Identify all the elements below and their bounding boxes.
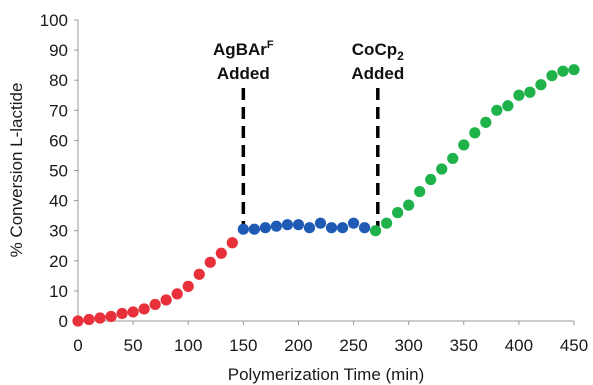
data-point (116, 307, 128, 320)
x-axis-title: Polymerization Time (min) (228, 365, 425, 384)
data-point (204, 256, 216, 268)
data-point (447, 152, 459, 165)
x-tick-labels: 0 50 100 150 200 250 300 350 400 450 (73, 321, 588, 355)
annotation-label-line2: Added (217, 64, 270, 83)
data-point (414, 185, 426, 198)
annotation-label-line1: CoCp2 (352, 40, 404, 63)
x-tick-label: 50 (124, 336, 143, 355)
data-point (392, 207, 404, 219)
data-point (171, 288, 183, 300)
data-point (193, 268, 205, 280)
data-point (381, 217, 393, 229)
data-point (403, 199, 415, 211)
data-point (425, 173, 437, 186)
data-point (546, 70, 558, 82)
y-tick-label: 40 (49, 192, 68, 211)
y-tick-label: 70 (49, 101, 68, 120)
y-tick-label: 20 (49, 252, 68, 271)
x-tick-label: 200 (284, 336, 312, 355)
data-point (370, 225, 382, 237)
data-point (127, 306, 139, 318)
data-point (436, 163, 448, 175)
x-tick-label: 0 (73, 336, 82, 355)
data-point (259, 222, 271, 234)
y-tick-label: 0 (59, 312, 68, 331)
axes (77, 20, 574, 322)
data-point (480, 116, 492, 128)
data-point (226, 237, 238, 249)
data-point (502, 100, 514, 112)
data-point (182, 280, 194, 292)
data-point (557, 65, 569, 77)
x-tick-label: 100 (174, 336, 202, 355)
data-point (458, 139, 470, 151)
data-point (248, 223, 260, 235)
data-point (237, 223, 249, 235)
y-tick-label: 100 (40, 11, 68, 30)
data-point (347, 217, 360, 229)
y-tick-label: 10 (49, 282, 68, 301)
data-point (149, 298, 161, 311)
series-0 (72, 237, 238, 327)
data-point (270, 220, 282, 232)
data-point (491, 104, 503, 116)
annotation-label-line2: Added (351, 64, 404, 83)
annotation-label-line1: AgBArF (213, 39, 274, 59)
data-point (94, 312, 106, 324)
y-tick-label: 90 (49, 41, 68, 60)
data-point (314, 217, 327, 229)
data-point (105, 310, 117, 323)
data-point (138, 303, 150, 315)
data-point (303, 222, 316, 234)
data-point (513, 89, 525, 101)
data-point (469, 127, 481, 139)
data-point (292, 219, 305, 231)
data-point (568, 64, 580, 76)
y-tick-label: 60 (49, 131, 68, 150)
y-tick-label: 50 (49, 162, 68, 181)
x-tick-label: 450 (560, 336, 588, 355)
y-tick-label: 30 (49, 222, 68, 241)
data-series (72, 64, 580, 327)
x-tick-label: 400 (505, 336, 533, 355)
data-point (524, 86, 536, 98)
y-tick-labels: 0 10 20 30 40 50 60 70 80 90 100 (40, 11, 78, 331)
data-point (215, 247, 227, 259)
series-1 (237, 217, 371, 235)
y-tick-label: 80 (49, 71, 68, 90)
data-point (281, 219, 294, 231)
data-point (325, 222, 338, 234)
data-point (72, 315, 84, 327)
x-tick-label: 300 (394, 336, 422, 355)
data-point (535, 79, 547, 91)
data-point (83, 313, 95, 326)
x-tick-label: 150 (229, 336, 257, 355)
y-axis-title: % Conversion L-lactide (7, 83, 26, 258)
series-2 (370, 64, 580, 237)
data-point (358, 222, 371, 234)
data-point (160, 294, 172, 306)
data-point (336, 222, 349, 234)
x-tick-label: 250 (339, 336, 367, 355)
x-tick-label: 350 (450, 336, 478, 355)
